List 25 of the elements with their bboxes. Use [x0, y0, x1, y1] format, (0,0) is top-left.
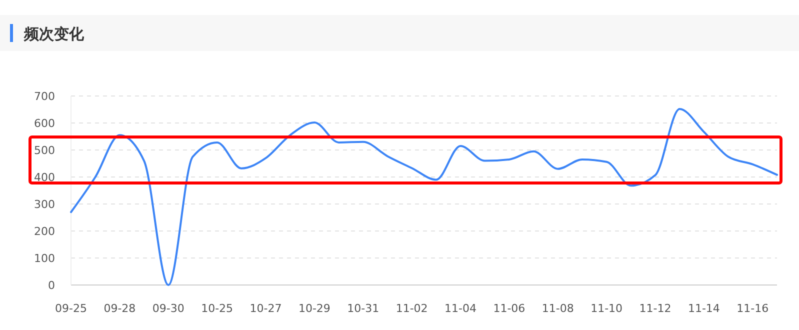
y-tick-label: 100: [34, 252, 55, 265]
chart-title: 频次变化: [23, 25, 85, 43]
x-tick-label: 09-25: [55, 302, 87, 315]
x-tick-label: 11-14: [688, 302, 720, 315]
y-tick-label: 600: [34, 116, 55, 130]
x-tick-label: 11-16: [736, 302, 769, 315]
y-tick-label: 700: [34, 90, 55, 103]
x-tick-label: 09-30: [152, 302, 184, 315]
x-tick-label: 11-08: [542, 302, 574, 315]
x-tick-label: 09-28: [104, 302, 136, 315]
x-tick-label: 11-10: [590, 302, 623, 315]
x-tick-label: 10-31: [347, 302, 380, 315]
y-tick-label: 400: [34, 170, 55, 184]
y-tick-label: 300: [34, 198, 55, 211]
x-tick-label: 11-02: [396, 302, 428, 315]
y-tick-label: 200: [34, 224, 55, 238]
x-tick-label: 10-29: [298, 302, 330, 315]
y-tick-label: 500: [34, 144, 55, 157]
x-tick-label: 11-04: [444, 302, 476, 315]
line-series: [70, 108, 778, 286]
x-tick-label: 11-06: [493, 302, 526, 315]
x-tick-label: 10-25: [201, 302, 234, 315]
x-tick-label: 11-12: [639, 302, 672, 315]
y-tick-label: 0: [48, 278, 55, 292]
x-tick-label: 10-27: [250, 302, 282, 315]
